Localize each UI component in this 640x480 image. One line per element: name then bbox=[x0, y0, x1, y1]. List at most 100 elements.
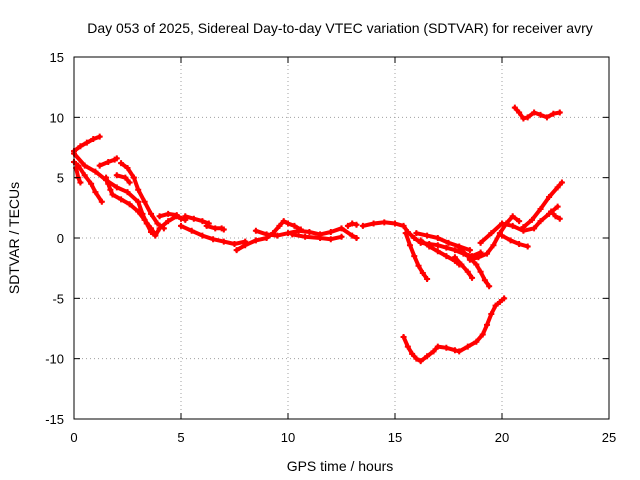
data-point bbox=[124, 189, 131, 196]
data-point bbox=[537, 218, 544, 225]
series-line bbox=[478, 204, 560, 245]
series-track-28 bbox=[400, 295, 508, 365]
data-point bbox=[543, 114, 550, 121]
data-point bbox=[424, 353, 431, 360]
data-point bbox=[90, 136, 97, 143]
data-point bbox=[263, 231, 270, 238]
data-point bbox=[415, 262, 422, 269]
data-point bbox=[327, 228, 334, 235]
data-point bbox=[546, 193, 553, 200]
data-point bbox=[113, 155, 120, 162]
data-point bbox=[285, 230, 291, 237]
data-point bbox=[92, 189, 99, 196]
data-point bbox=[118, 160, 125, 167]
data-point bbox=[486, 283, 493, 290]
series-track-18 bbox=[402, 230, 431, 283]
data-point bbox=[404, 343, 411, 350]
data-point bbox=[96, 133, 103, 140]
data-point bbox=[113, 184, 120, 191]
data-point bbox=[124, 165, 131, 172]
series-line bbox=[183, 214, 211, 226]
series-track-25 bbox=[499, 232, 531, 250]
y-tick-label: 0 bbox=[57, 231, 64, 246]
data-point bbox=[507, 237, 514, 244]
series-track-4 bbox=[71, 150, 189, 239]
data-point bbox=[276, 222, 283, 229]
data-point bbox=[274, 232, 281, 239]
data-point bbox=[501, 295, 508, 302]
data-point bbox=[479, 331, 486, 338]
y-tick-label: 15 bbox=[50, 50, 64, 65]
data-point bbox=[509, 222, 516, 229]
data-point bbox=[520, 224, 527, 231]
series-track-15 bbox=[289, 231, 345, 243]
data-point bbox=[464, 343, 471, 350]
data-point bbox=[212, 225, 219, 232]
data-point bbox=[289, 231, 296, 238]
series-track-8 bbox=[118, 160, 167, 232]
data-point bbox=[77, 143, 84, 150]
data-point bbox=[141, 216, 148, 223]
data-point bbox=[537, 206, 544, 213]
data-point bbox=[242, 242, 249, 249]
series-track-27 bbox=[548, 208, 563, 222]
data-point bbox=[130, 174, 137, 181]
x-tick-label: 25 bbox=[602, 430, 616, 445]
data-point bbox=[190, 215, 197, 222]
data-point bbox=[554, 184, 561, 191]
data-point bbox=[353, 235, 360, 241]
data-point bbox=[426, 243, 433, 250]
series-track-12 bbox=[203, 222, 227, 233]
data-point bbox=[135, 186, 142, 193]
data-point bbox=[417, 237, 424, 244]
data-point bbox=[464, 253, 471, 260]
data-point bbox=[152, 231, 159, 238]
series-track-5 bbox=[96, 155, 120, 169]
series-track-10 bbox=[178, 222, 249, 248]
y-tick-labels: -15 -10 -5 0 5 10 15 bbox=[45, 50, 64, 427]
axis-ticks bbox=[73, 56, 610, 420]
data-point bbox=[88, 180, 95, 187]
data-point bbox=[280, 218, 287, 225]
data-point bbox=[77, 179, 84, 186]
data-point bbox=[103, 174, 110, 181]
data-point bbox=[430, 348, 437, 355]
data-point bbox=[473, 261, 480, 268]
data-point bbox=[488, 230, 495, 237]
data-point bbox=[511, 104, 518, 111]
data-point bbox=[490, 242, 497, 249]
data-point bbox=[531, 225, 538, 232]
data-point bbox=[306, 228, 313, 235]
data-point bbox=[135, 208, 142, 215]
data-point bbox=[531, 109, 538, 116]
data-point bbox=[552, 213, 559, 220]
series-track-14 bbox=[252, 225, 360, 241]
data-point bbox=[434, 235, 441, 241]
data-point bbox=[188, 227, 195, 234]
data-point bbox=[231, 241, 238, 248]
data-point bbox=[477, 268, 484, 275]
data-point bbox=[451, 247, 458, 254]
data-point bbox=[105, 158, 112, 165]
data-point bbox=[499, 232, 505, 239]
data-point bbox=[156, 213, 163, 220]
data-point bbox=[98, 198, 105, 205]
x-tick-label: 5 bbox=[177, 430, 184, 445]
data-point bbox=[520, 115, 527, 122]
series-line bbox=[234, 219, 303, 253]
data-point bbox=[141, 198, 148, 205]
data-point bbox=[199, 232, 206, 239]
data-point bbox=[349, 232, 356, 239]
data-point bbox=[252, 227, 259, 234]
data-point bbox=[126, 179, 133, 186]
data-point bbox=[406, 242, 413, 249]
data-point bbox=[492, 302, 499, 309]
data-point bbox=[83, 139, 90, 146]
data-point bbox=[400, 222, 407, 229]
data-point bbox=[473, 338, 480, 345]
data-series bbox=[71, 104, 565, 365]
data-point bbox=[392, 220, 398, 227]
data-point bbox=[443, 253, 450, 260]
data-point bbox=[327, 236, 334, 243]
